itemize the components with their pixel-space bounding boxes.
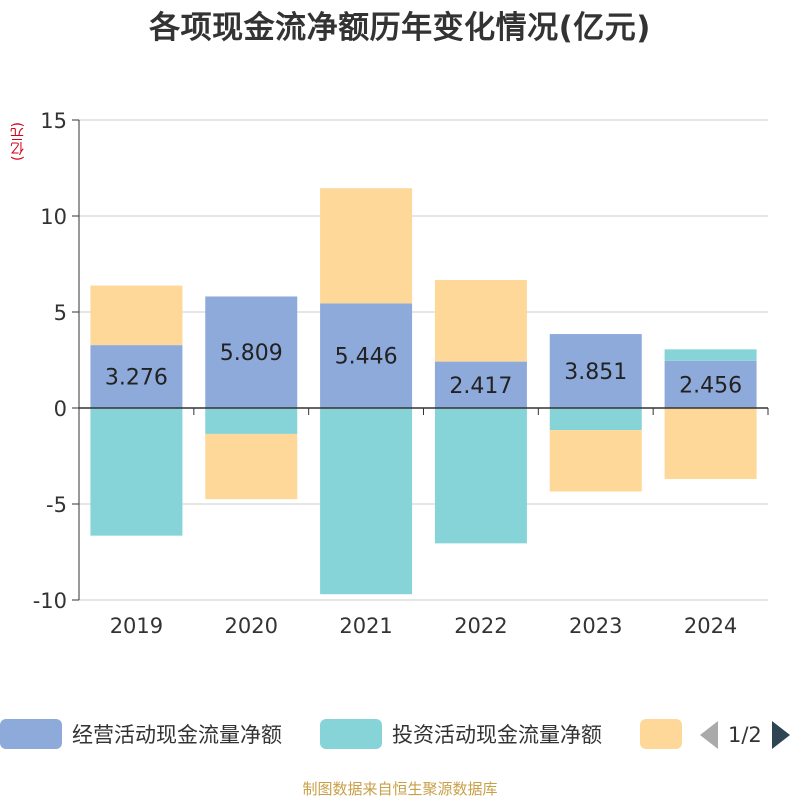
chart-title: 各项现金流净额历年变化情况(亿元) (149, 10, 651, 46)
bar-series2-2019[interactable] (90, 285, 183, 346)
data-source-note: 制图数据来自恒生聚源数据库 (302, 780, 498, 798)
x-tick-label-2022: 2022 (454, 614, 507, 638)
x-tick-label-2020: 2020 (225, 614, 278, 638)
y-tick-label: 0 (54, 397, 67, 421)
bar-series1-2019[interactable] (90, 408, 183, 536)
data-label-2024: 2.456 (679, 373, 742, 398)
bar-series1-2022[interactable] (434, 408, 527, 544)
data-label-2023: 3.851 (564, 360, 627, 385)
legend-page-indicator: 1/2 (728, 723, 762, 747)
bar-series1-2024[interactable] (664, 349, 757, 361)
data-label-2019: 3.276 (105, 366, 168, 391)
x-tick-label-2019: 2019 (110, 614, 163, 638)
legend-swatch-operating (0, 719, 62, 749)
legend-label-investing: 投资活动现金流量净额 (392, 723, 602, 747)
legend-item-investing-cashflow[interactable]: 投资活动现金流量净额 (320, 717, 602, 751)
y-tick-label: -5 (46, 493, 67, 517)
bar-series1-2023[interactable] (549, 408, 642, 431)
legend-item-financing-cashflow[interactable] (640, 717, 682, 751)
data-label-2022: 2.417 (449, 374, 512, 399)
bar-series0-2020[interactable] (205, 296, 298, 408)
bar-series2-2022[interactable] (434, 279, 527, 362)
y-tick-label: -10 (33, 589, 67, 613)
bar-series0-2021[interactable] (320, 303, 413, 408)
bar-series2-2020[interactable] (205, 433, 298, 500)
bar-series1-2021[interactable] (320, 408, 413, 595)
bar-series1-2020[interactable] (205, 408, 298, 434)
legend-pager: 1/2 (700, 718, 790, 752)
data-label-2020: 5.809 (220, 341, 283, 366)
data-label-2021: 5.446 (335, 345, 398, 370)
legend-next-page-icon[interactable] (771, 721, 790, 749)
x-tick-label-2021: 2021 (339, 614, 392, 638)
bar-series0-2022[interactable] (434, 361, 527, 408)
bar-series2-2021[interactable] (320, 188, 413, 304)
legend-swatch-financing (640, 719, 682, 749)
bar-series2-2024[interactable] (664, 408, 757, 480)
y-tick-label: 15 (40, 109, 67, 133)
y-tick-label: 10 (40, 205, 67, 229)
x-tick-label-2023: 2023 (569, 614, 622, 638)
bar-series0-2024[interactable] (664, 360, 757, 408)
x-tick-label-2024: 2024 (684, 614, 737, 638)
legend-swatch-investing (320, 719, 382, 749)
legend-label-operating: 经营活动现金流量净额 (72, 723, 282, 747)
legend-prev-page-icon[interactable] (700, 721, 718, 749)
legend-item-operating-cashflow[interactable]: 经营活动现金流量净额 (0, 717, 282, 751)
y-tick-label: 5 (54, 301, 67, 325)
bar-series0-2019[interactable] (90, 345, 183, 408)
bar-series0-2023[interactable] (549, 334, 642, 408)
bar-series2-2023[interactable] (549, 430, 642, 492)
